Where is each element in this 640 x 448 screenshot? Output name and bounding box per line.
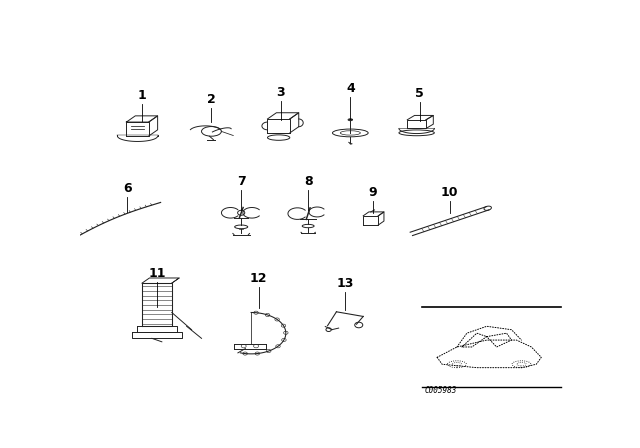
Text: 5: 5 xyxy=(415,87,424,100)
Text: 8: 8 xyxy=(304,175,312,188)
Text: 1: 1 xyxy=(138,89,147,102)
Text: 2: 2 xyxy=(207,92,216,106)
Text: C005983: C005983 xyxy=(425,386,457,395)
Text: 3: 3 xyxy=(276,86,285,99)
Text: 6: 6 xyxy=(123,182,131,195)
Text: 7: 7 xyxy=(237,175,246,188)
Text: 11: 11 xyxy=(148,267,166,280)
Text: 9: 9 xyxy=(369,185,377,198)
Text: 10: 10 xyxy=(441,185,458,198)
Text: 12: 12 xyxy=(250,272,268,285)
Text: 4: 4 xyxy=(346,82,355,95)
Text: 13: 13 xyxy=(337,277,354,290)
